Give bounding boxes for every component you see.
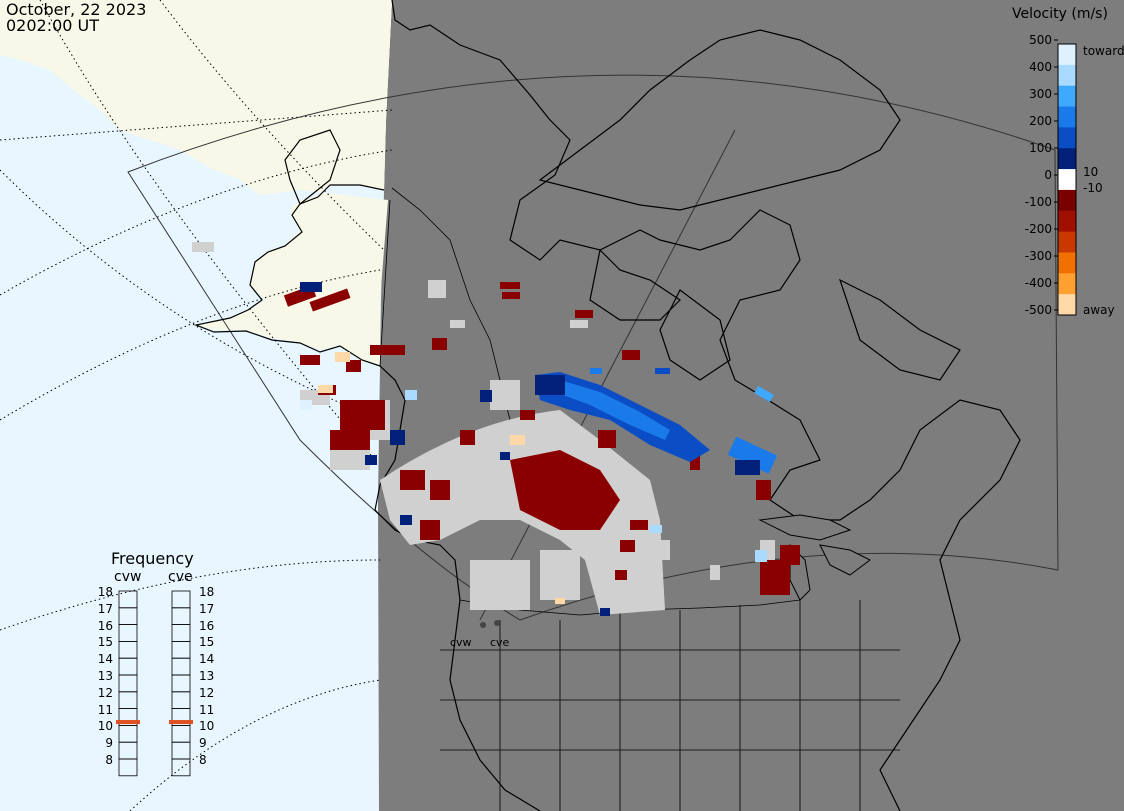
radar-site-cve: [494, 620, 500, 626]
velocity-color-swatch: [1058, 127, 1076, 149]
velocity-colorbar-title: Velocity (m/s): [1012, 6, 1108, 22]
coastlines: [193, 0, 1021, 811]
velocity-colorbar: [1057, 43, 1077, 316]
velocity-color-swatch: [1058, 189, 1076, 212]
radar-label-cvw: cvw: [450, 636, 472, 649]
frequency-level-label: 17: [199, 601, 215, 616]
velocity-color-swatch: [1058, 44, 1076, 66]
velocity-color-swatch: [1058, 231, 1076, 253]
frequency-marker-cvw: [116, 720, 140, 725]
velocity-tick-label: 300: [1029, 87, 1052, 101]
velocity-tick-label: 500: [1029, 33, 1052, 47]
velocity-colorbar-ticks: [1054, 39, 1058, 311]
velocity-tick-label: -100: [1024, 195, 1052, 209]
velocity-tick-label: -200: [1024, 222, 1052, 236]
velocity-tick-label: -400: [1024, 276, 1052, 290]
lat-lon-grid: [0, 0, 393, 811]
frequency-level-label: 14: [199, 652, 215, 667]
frequency-gauges: [116, 590, 193, 777]
frequency-level-label: 18: [97, 585, 113, 599]
frequency-level-label: 18: [199, 585, 215, 599]
frequency-level-label: 15: [97, 635, 113, 650]
frequency-level-label: 15: [199, 635, 215, 650]
day-side-ocean: [0, 0, 392, 811]
velocity-color-swatch: [1058, 252, 1076, 274]
velocity-colorbar-border: [1057, 43, 1077, 316]
velocity-tick-label: -300: [1024, 249, 1052, 263]
frequency-level-label: 12: [199, 685, 215, 700]
frequency-cve-label: cve: [168, 569, 193, 585]
velocity-color-swatch: [1058, 294, 1076, 316]
frequency-gauge-cell: [118, 758, 138, 777]
frequency-cvw-label: cvw: [114, 569, 142, 585]
velocity-tick-label: 100: [1029, 141, 1052, 155]
frequency-level-label: 8: [105, 753, 113, 767]
velocity-color-swatch: [1058, 85, 1076, 108]
time-label: 0202:00 UT: [6, 16, 100, 35]
velocity-tick-label: 0: [1044, 168, 1052, 182]
frequency-level-label: 16: [199, 618, 215, 633]
velocity-tick-label: -500: [1024, 303, 1052, 317]
frequency-title: Frequency: [111, 549, 194, 568]
ground-scatter: [192, 242, 775, 615]
frequency-level-label: 16: [97, 618, 113, 633]
frequency-level-label: 13: [199, 669, 215, 683]
date-label: October, 22 2023: [6, 0, 147, 19]
radar-site-cvw: [480, 622, 486, 628]
daylight-land: [0, 0, 392, 365]
velocity-color-swatch: [1058, 273, 1076, 295]
velocity-color-swatch: [1058, 169, 1076, 191]
velocity-color-swatch: [1058, 210, 1076, 233]
frequency-level-label: 13: [97, 669, 113, 683]
toward-velocity-scatter: [300, 282, 778, 616]
frequency-level-label: 9: [199, 736, 207, 751]
toward-label: toward: [1083, 44, 1124, 58]
far-away-scatter: [318, 352, 565, 604]
radar-field-of-view: [127, 74, 1059, 621]
frequency-level-label: 12: [97, 685, 113, 700]
frequency-gauge-cell: [171, 758, 191, 777]
frequency-level-label: 11: [199, 702, 215, 717]
frequency-marker-cve: [169, 720, 193, 725]
frequency-level-label: 8: [199, 753, 207, 767]
minus-ten-label: -10: [1083, 181, 1103, 195]
plus-ten-label: 10: [1083, 165, 1099, 179]
radar-label-cve: cve: [490, 636, 510, 649]
velocity-color-swatch: [1058, 106, 1076, 128]
velocity-tick-label: 200: [1029, 114, 1052, 128]
velocity-tick-label: 400: [1029, 60, 1052, 74]
frequency-level-label: 17: [97, 601, 113, 616]
frequency-level-label: 10: [97, 719, 113, 734]
frequency-level-label: 10: [199, 719, 215, 734]
velocity-color-swatch: [1058, 148, 1076, 170]
velocity-color-swatch: [1058, 64, 1076, 87]
frequency-level-label: 11: [97, 702, 113, 717]
frequency-level-label: 9: [105, 736, 113, 751]
away-label: away: [1083, 303, 1115, 317]
frequency-level-label: 14: [97, 652, 113, 667]
